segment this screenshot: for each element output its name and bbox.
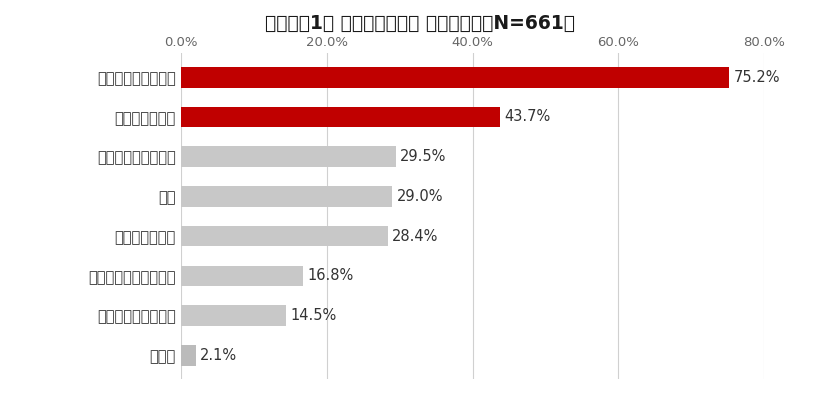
Bar	[181, 345, 196, 366]
Bar	[181, 226, 388, 246]
Bar	[181, 305, 286, 326]
Bar	[181, 107, 500, 127]
Text: 75.2%: 75.2%	[734, 70, 780, 85]
Bar	[181, 265, 303, 286]
Text: 2.1%: 2.1%	[200, 348, 238, 363]
Text: 29.5%: 29.5%	[400, 149, 447, 164]
Text: 29.0%: 29.0%	[396, 189, 444, 204]
Text: 16.8%: 16.8%	[307, 268, 354, 283]
Bar	[181, 67, 729, 88]
Bar	[181, 186, 392, 207]
Bar	[181, 146, 396, 167]
Text: 14.5%: 14.5%	[291, 308, 337, 323]
Text: 43.7%: 43.7%	[504, 109, 550, 124]
Text: 28.4%: 28.4%	[392, 229, 438, 244]
Text: 【グラフ1】 中古住宅の魅力 （複数回答、N=661）: 【グラフ1】 中古住宅の魅力 （複数回答、N=661）	[265, 14, 575, 33]
